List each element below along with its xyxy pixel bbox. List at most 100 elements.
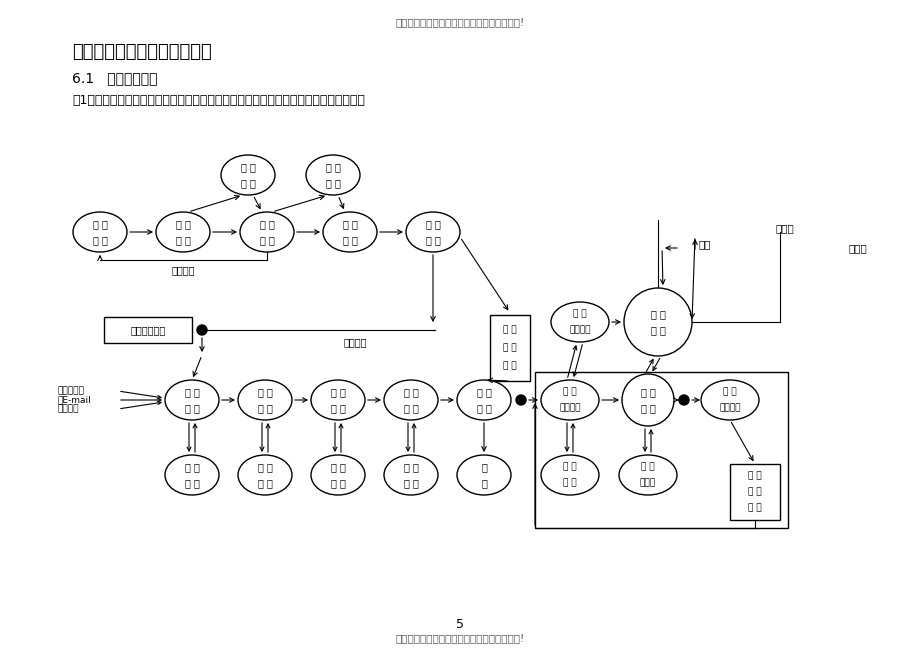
Text: 内网: 内网 — [698, 239, 710, 249]
Text: 毁: 毁 — [481, 478, 486, 488]
Text: （修改）: （修改） — [172, 265, 195, 275]
Text: 互联网: 互联网 — [847, 243, 867, 253]
Text: 创 建: 创 建 — [176, 219, 190, 229]
Text: 公文交换节点: 公文交换节点 — [130, 325, 165, 335]
Text: 一E-mail: 一E-mail — [58, 396, 92, 404]
Text: 一多媒体: 一多媒体 — [58, 404, 79, 413]
Text: 拟 稿: 拟 稿 — [93, 235, 108, 245]
Text: 办 理: 办 理 — [257, 462, 272, 472]
Ellipse shape — [73, 212, 127, 252]
Text: 6.1   业务流程简图: 6.1 业务流程简图 — [72, 71, 157, 85]
Text: 创 建: 创 建 — [425, 219, 440, 229]
Text: 办 理: 办 理 — [185, 462, 199, 472]
Text: 归 档: 归 档 — [562, 462, 576, 471]
Text: 分 类: 分 类 — [185, 478, 199, 488]
Text: 创 建: 创 建 — [325, 162, 340, 172]
Text: 归 档: 归 档 — [640, 387, 654, 397]
Text: 移 交: 移 交 — [747, 488, 761, 497]
Ellipse shape — [457, 455, 510, 495]
Ellipse shape — [405, 212, 460, 252]
Circle shape — [621, 374, 674, 426]
Circle shape — [516, 395, 526, 405]
Ellipse shape — [238, 455, 291, 495]
Ellipse shape — [383, 380, 437, 420]
Ellipse shape — [156, 212, 210, 252]
Text: 创 建: 创 建 — [240, 162, 255, 172]
Text: 归 档: 归 档 — [573, 309, 586, 318]
Text: 鉴 定: 鉴 定 — [476, 403, 491, 413]
Bar — [729, 464, 779, 520]
Text: 签 发: 签 发 — [342, 235, 357, 245]
Bar — [104, 317, 192, 343]
Text: 利 用: 利 用 — [650, 325, 664, 335]
Text: 销: 销 — [481, 462, 486, 472]
Text: 公 文: 公 文 — [503, 326, 516, 335]
Text: 归 档: 归 档 — [562, 387, 576, 396]
Text: 办 理: 办 理 — [330, 462, 345, 472]
Text: 登 记: 登 记 — [257, 403, 272, 413]
Circle shape — [623, 288, 691, 356]
Text: 创 建: 创 建 — [93, 219, 108, 229]
Text: 欢迎阅读本文档，希望本文档能对您有所帮助!: 欢迎阅读本文档，希望本文档能对您有所帮助! — [395, 17, 524, 27]
Text: 收集整理: 收集整理 — [559, 404, 580, 413]
Text: 欢迎阅读本文档，希望本文档能对您有所帮助!: 欢迎阅读本文档，希望本文档能对您有所帮助! — [395, 633, 524, 643]
Ellipse shape — [240, 212, 294, 252]
Text: 归 档: 归 档 — [641, 462, 654, 471]
Ellipse shape — [221, 155, 275, 195]
Ellipse shape — [165, 455, 219, 495]
Text: 校 批: 校 批 — [176, 235, 190, 245]
Ellipse shape — [311, 380, 365, 420]
Text: 会 签: 会 签 — [325, 178, 340, 188]
Text: 归 档: 归 档 — [476, 387, 491, 397]
Text: 格式转换: 格式转换 — [569, 326, 590, 335]
Text: 腑脏理: 腑脏理 — [640, 478, 655, 488]
Text: 创 建: 创 建 — [342, 219, 357, 229]
Ellipse shape — [165, 380, 219, 420]
Ellipse shape — [306, 155, 359, 195]
Text: 进 馆: 进 馆 — [747, 471, 761, 480]
Text: 节 点: 节 点 — [503, 361, 516, 370]
Text: 一纸质文件: 一纸质文件 — [58, 387, 85, 396]
Text: 办 理: 办 理 — [403, 387, 418, 397]
Text: 办 理: 办 理 — [403, 462, 418, 472]
Ellipse shape — [311, 455, 365, 495]
Ellipse shape — [618, 455, 676, 495]
Text: 归 档: 归 档 — [722, 387, 736, 396]
Text: 节 点: 节 点 — [747, 503, 761, 512]
Bar — [490, 315, 529, 381]
Text: 会 商: 会 商 — [240, 178, 255, 188]
Ellipse shape — [550, 302, 608, 342]
Text: 归 档: 归 档 — [503, 344, 516, 352]
Text: 审 批: 审 批 — [259, 235, 274, 245]
Bar — [535, 372, 788, 528]
Ellipse shape — [323, 212, 377, 252]
Ellipse shape — [540, 380, 598, 420]
Text: 著 录: 著 录 — [257, 478, 272, 488]
Ellipse shape — [383, 455, 437, 495]
Text: 会 办: 会 办 — [403, 478, 418, 488]
Text: 办 理: 办 理 — [185, 387, 199, 397]
Text: 办 理: 办 理 — [330, 387, 345, 397]
Ellipse shape — [457, 380, 510, 420]
Circle shape — [678, 395, 688, 405]
Ellipse shape — [700, 380, 758, 420]
Text: 归 档: 归 档 — [650, 309, 664, 319]
Text: 签 收: 签 收 — [185, 403, 199, 413]
Text: 呈 批: 呈 批 — [330, 403, 345, 413]
Text: 承 办: 承 办 — [403, 403, 418, 413]
Text: 保 管: 保 管 — [640, 403, 654, 413]
Text: 电子公文文档一体化业务流程: 电子公文文档一体化业务流程 — [72, 43, 211, 61]
Text: 政务网: 政务网 — [775, 223, 793, 233]
Text: 创 建: 创 建 — [259, 219, 274, 229]
Text: 发 文: 发 文 — [425, 235, 440, 245]
Text: 进馆移交: 进馆移交 — [719, 404, 740, 413]
Text: 著 录: 著 录 — [562, 478, 576, 488]
Circle shape — [197, 325, 207, 335]
Text: 5: 5 — [456, 618, 463, 631]
Ellipse shape — [540, 455, 598, 495]
Text: 图1中的业务流程描述了电子公文从形成、办理、归档、保管、利用或销毁的一般过程。: 图1中的业务流程描述了电子公文从形成、办理、归档、保管、利用或销毁的一般过程。 — [72, 94, 365, 107]
Text: 办 理: 办 理 — [257, 387, 272, 397]
Ellipse shape — [238, 380, 291, 420]
Text: （交换）: （交换） — [343, 337, 367, 347]
Text: 批 阅: 批 阅 — [330, 478, 345, 488]
